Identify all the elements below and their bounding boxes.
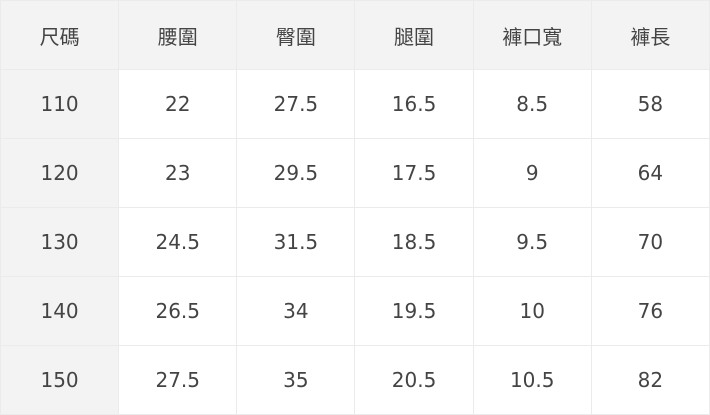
measurement-cell: 70 bbox=[590, 207, 710, 277]
measurement-cell: 26.5 bbox=[118, 276, 238, 346]
measurement-cell: 17.5 bbox=[354, 138, 474, 208]
measurement-cell: 9 bbox=[472, 138, 592, 208]
measurement-cell: 20.5 bbox=[354, 345, 474, 415]
column-header: 臀圍 bbox=[236, 0, 356, 70]
column-header: 尺碼 bbox=[0, 0, 120, 70]
table-row: 130 24.5 31.5 18.5 9.5 70 bbox=[0, 207, 710, 277]
measurement-cell: 31.5 bbox=[236, 207, 356, 277]
size-cell: 130 bbox=[0, 207, 120, 277]
measurement-cell: 9.5 bbox=[472, 207, 592, 277]
measurement-cell: 18.5 bbox=[354, 207, 474, 277]
column-header: 褲口寬 bbox=[472, 0, 592, 70]
column-header: 腿圍 bbox=[354, 0, 474, 70]
measurement-cell: 27.5 bbox=[236, 69, 356, 139]
measurement-cell: 22 bbox=[118, 69, 238, 139]
measurement-cell: 82 bbox=[590, 345, 710, 415]
size-cell: 150 bbox=[0, 345, 120, 415]
measurement-cell: 23 bbox=[118, 138, 238, 208]
table-row: 140 26.5 34 19.5 10 76 bbox=[0, 276, 710, 346]
measurement-cell: 76 bbox=[590, 276, 710, 346]
column-header: 腰圍 bbox=[118, 0, 238, 70]
measurement-cell: 27.5 bbox=[118, 345, 238, 415]
measurement-cell: 8.5 bbox=[472, 69, 592, 139]
measurement-cell: 35 bbox=[236, 345, 356, 415]
measurement-cell: 10 bbox=[472, 276, 592, 346]
size-cell: 140 bbox=[0, 276, 120, 346]
measurement-cell: 29.5 bbox=[236, 138, 356, 208]
measurement-cell: 10.5 bbox=[472, 345, 592, 415]
size-cell: 120 bbox=[0, 138, 120, 208]
table-row: 150 27.5 35 20.5 10.5 82 bbox=[0, 345, 710, 415]
measurement-cell: 19.5 bbox=[354, 276, 474, 346]
header-row: 尺碼 腰圍 臀圍 腿圍 褲口寬 褲長 bbox=[0, 0, 710, 70]
measurement-cell: 64 bbox=[590, 138, 710, 208]
measurement-cell: 34 bbox=[236, 276, 356, 346]
table-row: 120 23 29.5 17.5 9 64 bbox=[0, 138, 710, 208]
table-row: 110 22 27.5 16.5 8.5 58 bbox=[0, 69, 710, 139]
size-cell: 110 bbox=[0, 69, 120, 139]
measurement-cell: 58 bbox=[590, 69, 710, 139]
measurement-cell: 16.5 bbox=[354, 69, 474, 139]
column-header: 褲長 bbox=[590, 0, 710, 70]
measurement-cell: 24.5 bbox=[118, 207, 238, 277]
